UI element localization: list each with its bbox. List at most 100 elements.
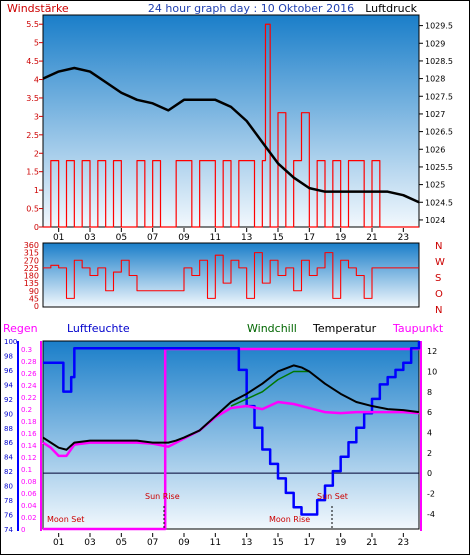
rain-y-tick-label: 0.06 — [21, 490, 37, 498]
x-tick-label: 11 — [210, 538, 221, 548]
x-tick-label: 13 — [241, 538, 252, 548]
humidity-y-tick-label: 88 — [4, 425, 13, 433]
compass-letter: N — [435, 305, 442, 316]
humidity-y-tick-label: 82 — [4, 468, 13, 476]
x-tick-label: 07 — [147, 538, 158, 548]
wind-y-tick-label: 5 — [34, 39, 39, 48]
pressure-y-tick-label: 1027.5 — [425, 92, 453, 101]
x-tick-label: 01 — [53, 538, 64, 548]
x-tick-label: 21 — [366, 538, 377, 548]
pressure-y-tick-label: 1028.5 — [425, 57, 453, 66]
rain-y-tick-label: 0.08 — [21, 478, 37, 486]
humidity-y-tick-label: 86 — [4, 439, 13, 447]
wind-y-tick-label: 4 — [34, 76, 39, 85]
humidity-y-tick-label: 90 — [4, 410, 13, 418]
temperature-y-tick-label: 10 — [427, 367, 437, 376]
direction-y-tick-label: 360 — [24, 241, 39, 250]
humidity-y-tick-label: 92 — [4, 396, 13, 404]
x-tick-label: 23 — [398, 538, 409, 548]
temperature-y-tick-label: 8 — [427, 388, 432, 397]
wind-y-tick-label: 4.5 — [26, 57, 39, 66]
wind-y-tick-label: 0 — [34, 223, 39, 232]
humidity-y-tick-label: 74 — [4, 526, 13, 534]
pressure-y-tick-label: 1025 — [425, 181, 445, 190]
humidity-y-tick-label: 80 — [4, 483, 13, 491]
compass-letter: O — [435, 289, 443, 300]
wind-y-tick-label: 5.5 — [26, 20, 39, 29]
temperature-y-tick-label: 6 — [427, 408, 432, 417]
x-tick-label: 15 — [272, 233, 283, 243]
compass-letter: S — [435, 273, 441, 284]
humidity-y-tick-label: 76 — [4, 512, 13, 520]
pressure-y-tick-label: 1025.5 — [425, 163, 453, 172]
temperature-y-tick-label: -4 — [427, 510, 435, 519]
dewpoint-label: Taupunkt — [392, 322, 444, 335]
x-tick-label: 05 — [116, 233, 127, 243]
rain-y-tick-label: 0.1 — [21, 466, 32, 474]
windchill-series — [230, 370, 310, 407]
humidity-y-tick-label: 98 — [4, 352, 13, 360]
x-tick-label: 17 — [304, 538, 315, 548]
pressure-y-tick-label: 1027 — [425, 110, 445, 119]
pressure-y-tick-label: 1026.5 — [425, 128, 453, 137]
pressure-y-tick-label: 1029 — [425, 39, 445, 48]
windchill-label: Windchill — [247, 322, 297, 335]
pressure-y-tick-label: 1024.5 — [425, 198, 453, 207]
direction-y-tick-label: 135 — [24, 279, 39, 288]
humidity-y-tick-label: 78 — [4, 497, 13, 505]
humidity-series — [43, 341, 421, 516]
wind-direction-series — [43, 252, 419, 299]
rain-y-tick-label: 0.26 — [21, 370, 37, 378]
rain-y-tick-label: 0 — [21, 526, 25, 534]
wind-y-tick-label: 0.5 — [26, 205, 39, 214]
wind-y-tick-label: 3 — [34, 112, 39, 121]
compass-letter: W — [435, 257, 445, 268]
x-tick-label: 23 — [398, 233, 409, 243]
x-tick-label: 03 — [84, 233, 95, 243]
direction-y-tick-label: 90 — [29, 287, 39, 296]
x-tick-label: 09 — [178, 538, 190, 548]
x-tick-label: 21 — [366, 233, 377, 243]
rain-series — [43, 347, 419, 531]
pressure-y-tick-label: 1028 — [425, 75, 445, 84]
moon-set-label: Moon Set — [47, 515, 84, 524]
temperature-y-tick-label: 4 — [427, 428, 432, 437]
humidity-y-tick-label: 96 — [4, 367, 13, 375]
rain-y-tick-label: 0.24 — [21, 382, 37, 390]
wind-y-tick-label: 1 — [34, 186, 39, 195]
wind-speed-series — [43, 23, 419, 228]
rain-y-tick-label: 0.04 — [21, 502, 37, 510]
wind-axis-title: Windstärke — [7, 2, 69, 15]
direction-y-tick-label: 45 — [29, 294, 39, 303]
rain-label: Regen — [3, 322, 38, 335]
graph-title: 24 hour graph day : 10 Oktober 2016 — [148, 2, 354, 15]
wind-y-tick-label: 2.5 — [26, 131, 39, 140]
x-tick-label: 09 — [178, 233, 190, 243]
compass-letter: N — [435, 241, 442, 252]
temperature-series — [42, 364, 420, 451]
x-tick-label: 05 — [116, 538, 127, 548]
wind-y-tick-label: 2 — [34, 149, 39, 158]
temperature-y-tick-label: 2 — [427, 449, 432, 458]
humidity-y-tick-label: 94 — [4, 381, 13, 389]
rain-y-tick-label: 0.2 — [21, 406, 32, 414]
temperature-y-tick-label: 12 — [427, 347, 437, 356]
x-tick-label: 19 — [335, 233, 347, 243]
sun-rise-label: Sun Rise — [145, 492, 180, 501]
rain-y-tick-label: 0.02 — [21, 514, 37, 522]
wind-y-tick-label: 3.5 — [26, 94, 39, 103]
rain-y-tick-label: 0.14 — [21, 442, 37, 450]
pressure-y-tick-label: 1026 — [425, 145, 445, 154]
rain-y-tick-label: 0.22 — [21, 394, 37, 402]
pressure-y-tick-label: 1024 — [425, 216, 445, 225]
moon-rise-label: Moon Rise — [269, 515, 310, 524]
wind-y-tick-label: 1.5 — [26, 168, 39, 177]
direction-y-tick-label: 0 — [34, 302, 39, 311]
x-tick-label: 03 — [84, 538, 95, 548]
x-tick-label: 01 — [53, 233, 64, 243]
direction-y-tick-label: 225 — [24, 264, 39, 273]
pressure-y-tick-label: 1029.5 — [425, 22, 453, 31]
direction-y-tick-label: 315 — [24, 249, 39, 258]
rain-y-tick-label: 0.12 — [21, 454, 37, 462]
